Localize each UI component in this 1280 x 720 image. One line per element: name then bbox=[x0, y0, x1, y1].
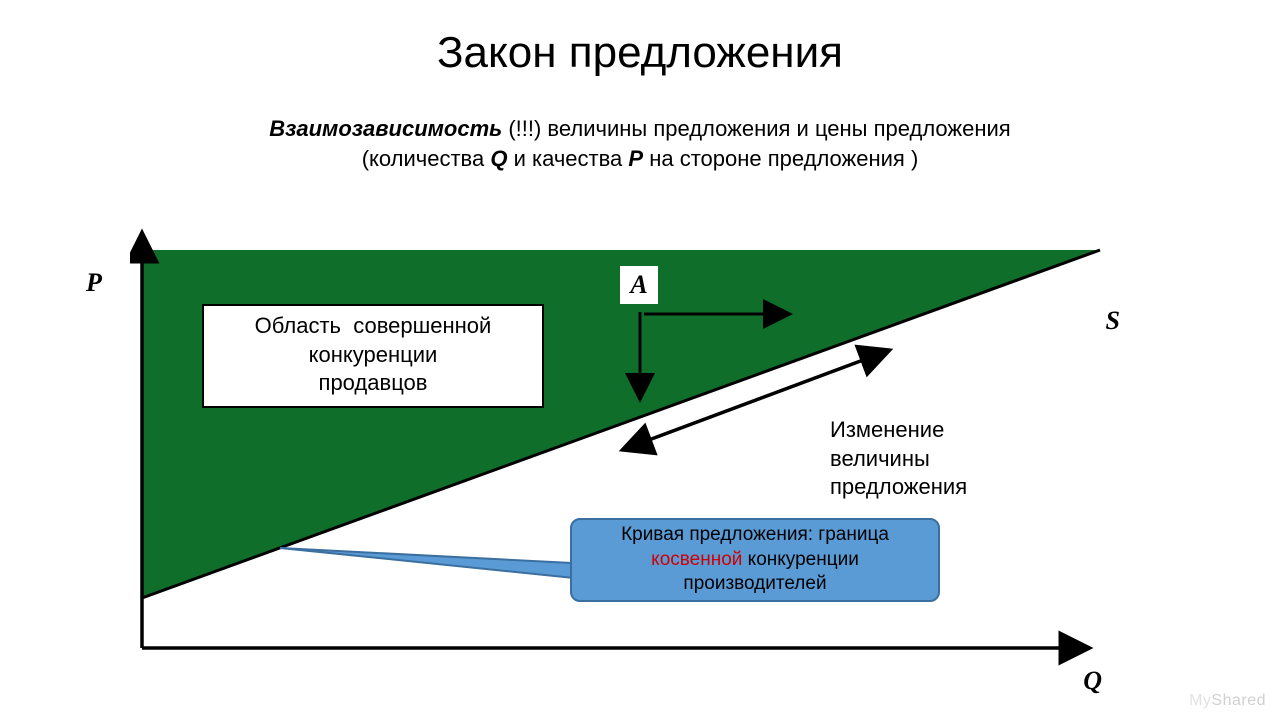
watermark-pre: My bbox=[1189, 692, 1211, 709]
curve-label-s: S bbox=[1106, 306, 1120, 336]
region-w1: Область bbox=[255, 313, 341, 338]
watermark: MyShared bbox=[1189, 692, 1266, 710]
subtitle-Q: Q bbox=[490, 146, 507, 171]
change-l2: величины bbox=[830, 446, 930, 471]
chart-area: P Q S A Область совершенной конкуренции … bbox=[130, 228, 1140, 688]
subtitle-P: P bbox=[628, 146, 643, 171]
axis-label-q: Q bbox=[1083, 666, 1102, 696]
region-competition-box: Область совершенной конкуренции продавцо… bbox=[202, 304, 544, 408]
callout-l1: Кривая предложения: граница bbox=[621, 524, 889, 545]
subtitle-l2-mid: и качества bbox=[507, 146, 628, 171]
subtitle-l2-post: на стороне предложения ) bbox=[643, 146, 918, 171]
supply-curve-callout: Кривая предложения: граница косвенной ко… bbox=[570, 518, 940, 602]
callout-l3: производителей bbox=[683, 573, 826, 594]
point-label-a: A bbox=[620, 266, 658, 304]
change-l1: Изменение bbox=[830, 417, 944, 442]
callout-red: косвенной bbox=[651, 549, 742, 570]
axis-label-p: P bbox=[86, 268, 102, 298]
region-w2: совершенной bbox=[353, 313, 491, 338]
change-l3: предложения bbox=[830, 474, 967, 499]
callout-tail bbox=[280, 548, 574, 578]
subtitle-rest1: (!!!) величины предложения и цены предло… bbox=[502, 116, 1011, 141]
watermark-post: Shared bbox=[1211, 692, 1266, 709]
change-magnitude-label: Изменение величины предложения bbox=[830, 416, 967, 502]
page-title: Закон предложения bbox=[0, 0, 1280, 78]
callout-l2-rest: конкуренции bbox=[742, 549, 858, 570]
region-w3: конкуренции bbox=[309, 342, 438, 367]
subtitle-l2-pre: (количества bbox=[362, 146, 491, 171]
subtitle-emph: Взаимозависимость bbox=[269, 116, 502, 141]
region-w4: продавцов bbox=[319, 370, 428, 395]
subtitle-text: Взаимозависимость (!!!) величины предлож… bbox=[0, 114, 1280, 173]
